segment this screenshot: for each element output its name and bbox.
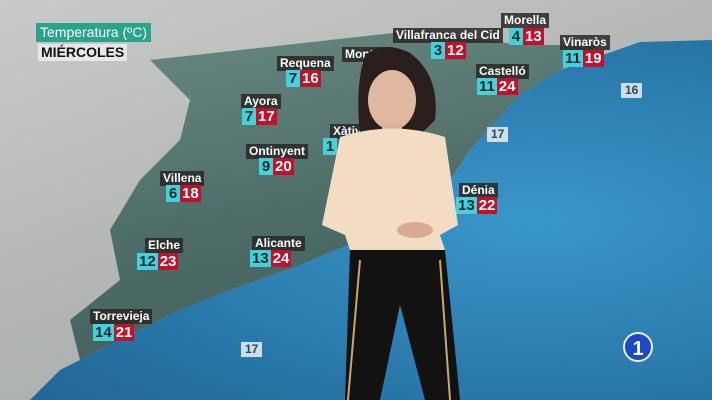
max-temp: 16 bbox=[300, 70, 321, 87]
city-label: Dénia bbox=[459, 183, 498, 198]
presenter bbox=[322, 46, 460, 400]
city-temps: 1 bbox=[323, 138, 337, 155]
min-temp: 12 bbox=[137, 253, 158, 270]
presenter-top bbox=[322, 128, 458, 250]
city-label: Torrevieja bbox=[90, 309, 153, 324]
max-temp: 20 bbox=[273, 158, 294, 175]
city-label: Elche bbox=[145, 238, 184, 253]
city-label: Requena bbox=[277, 56, 334, 71]
city-label: Morella bbox=[501, 13, 550, 28]
city-temps: 3 12 bbox=[431, 42, 466, 59]
city-temps: 7 16 bbox=[286, 70, 321, 87]
max-temp: 21 bbox=[113, 324, 135, 341]
city-temps: 9 20 bbox=[259, 158, 294, 175]
max-temp: 24 bbox=[496, 78, 518, 95]
min-temp: 3 bbox=[431, 42, 445, 59]
city-temps: 13 22 bbox=[456, 197, 498, 214]
presenter-trousers bbox=[345, 250, 460, 400]
min-temp: 11 bbox=[563, 50, 583, 67]
city-temps: 14 21 bbox=[93, 324, 135, 341]
city-temps: 6 18 bbox=[166, 185, 201, 202]
map-title: Temperatura (ºC) bbox=[36, 23, 152, 42]
max-temp: 23 bbox=[157, 253, 179, 270]
city-temps: 4 13 bbox=[509, 28, 544, 45]
min-temp: 9 bbox=[259, 158, 273, 175]
max-temp: 18 bbox=[180, 185, 201, 202]
city-label: Vinaròs bbox=[560, 35, 610, 50]
min-temp: 11 bbox=[477, 78, 497, 95]
sea-temp: 17 bbox=[487, 127, 509, 142]
max-temp: 24 bbox=[270, 250, 292, 267]
city-temps: 7 17 bbox=[242, 108, 277, 125]
city-temps: 11 19 bbox=[563, 50, 604, 67]
sea-temp: 16 bbox=[621, 83, 643, 98]
day-label: MIÉRCOLES bbox=[38, 44, 128, 61]
min-temp: 4 bbox=[509, 28, 523, 45]
max-temp: 13 bbox=[523, 28, 544, 45]
city-label: Villafranca del Cid bbox=[393, 28, 503, 43]
sea-temp: 17 bbox=[241, 342, 263, 357]
presenter-face bbox=[368, 70, 416, 130]
max-temp: 17 bbox=[256, 108, 277, 125]
city-temps: 11 24 bbox=[477, 78, 518, 95]
city-label: Ayora bbox=[241, 94, 281, 109]
max-temp: 12 bbox=[445, 42, 466, 59]
max-temp: 22 bbox=[476, 197, 498, 214]
city-label: Alicante bbox=[252, 236, 305, 251]
min-temp: 14 bbox=[93, 324, 114, 341]
min-temp: 13 bbox=[456, 197, 477, 214]
min-temp: 6 bbox=[166, 185, 180, 202]
city-label: Villena bbox=[160, 171, 205, 186]
city-temps: 12 23 bbox=[137, 253, 179, 270]
max-temp: 19 bbox=[582, 50, 604, 67]
city-label: Castelló bbox=[476, 64, 529, 79]
min-temp: 1 bbox=[323, 138, 337, 155]
min-temp: 13 bbox=[250, 250, 271, 267]
city-label: Ontinyent bbox=[246, 144, 308, 159]
city-temps: 13 24 bbox=[250, 250, 292, 267]
min-temp: 7 bbox=[286, 70, 300, 87]
min-temp: 7 bbox=[242, 108, 256, 125]
channel-logo: 1 bbox=[623, 332, 653, 362]
